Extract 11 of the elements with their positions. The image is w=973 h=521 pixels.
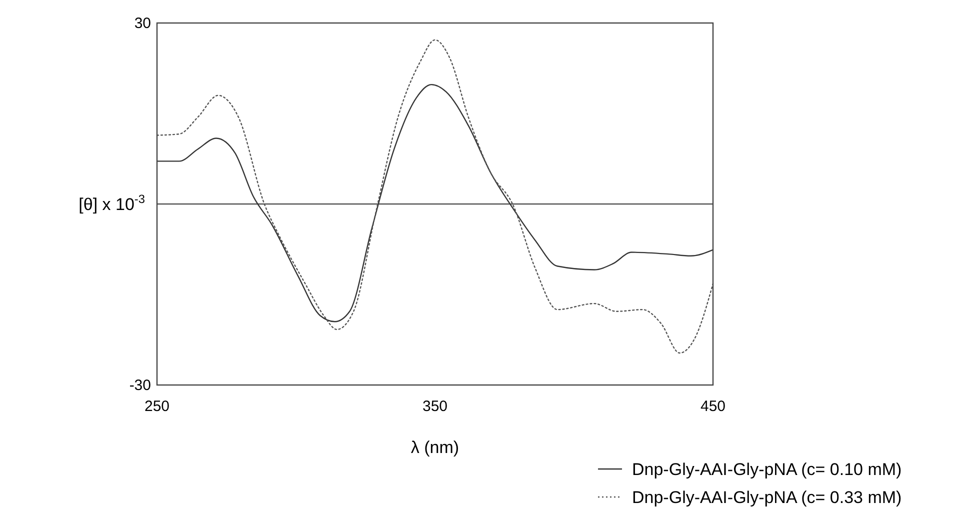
- legend-label: Dnp-Gly-AAI-Gly-pNA (c= 0.33 mM): [632, 488, 902, 507]
- legend-label: Dnp-Gly-AAI-Gly-pNA (c= 0.10 mM): [632, 460, 902, 479]
- x-tick-label: 350: [422, 398, 448, 415]
- x-tick-label: 250: [144, 398, 170, 415]
- line-series: [156, 84, 714, 322]
- line-series: [156, 39, 714, 354]
- x-axis-title: λ (nm): [410, 438, 460, 457]
- y-tick-label: 30: [134, 15, 151, 32]
- y-tick-label: -30: [129, 377, 151, 394]
- x-tick-label: 450: [700, 398, 726, 415]
- y-axis-title: [θ] x 10$^{-3}$: [78, 192, 146, 214]
